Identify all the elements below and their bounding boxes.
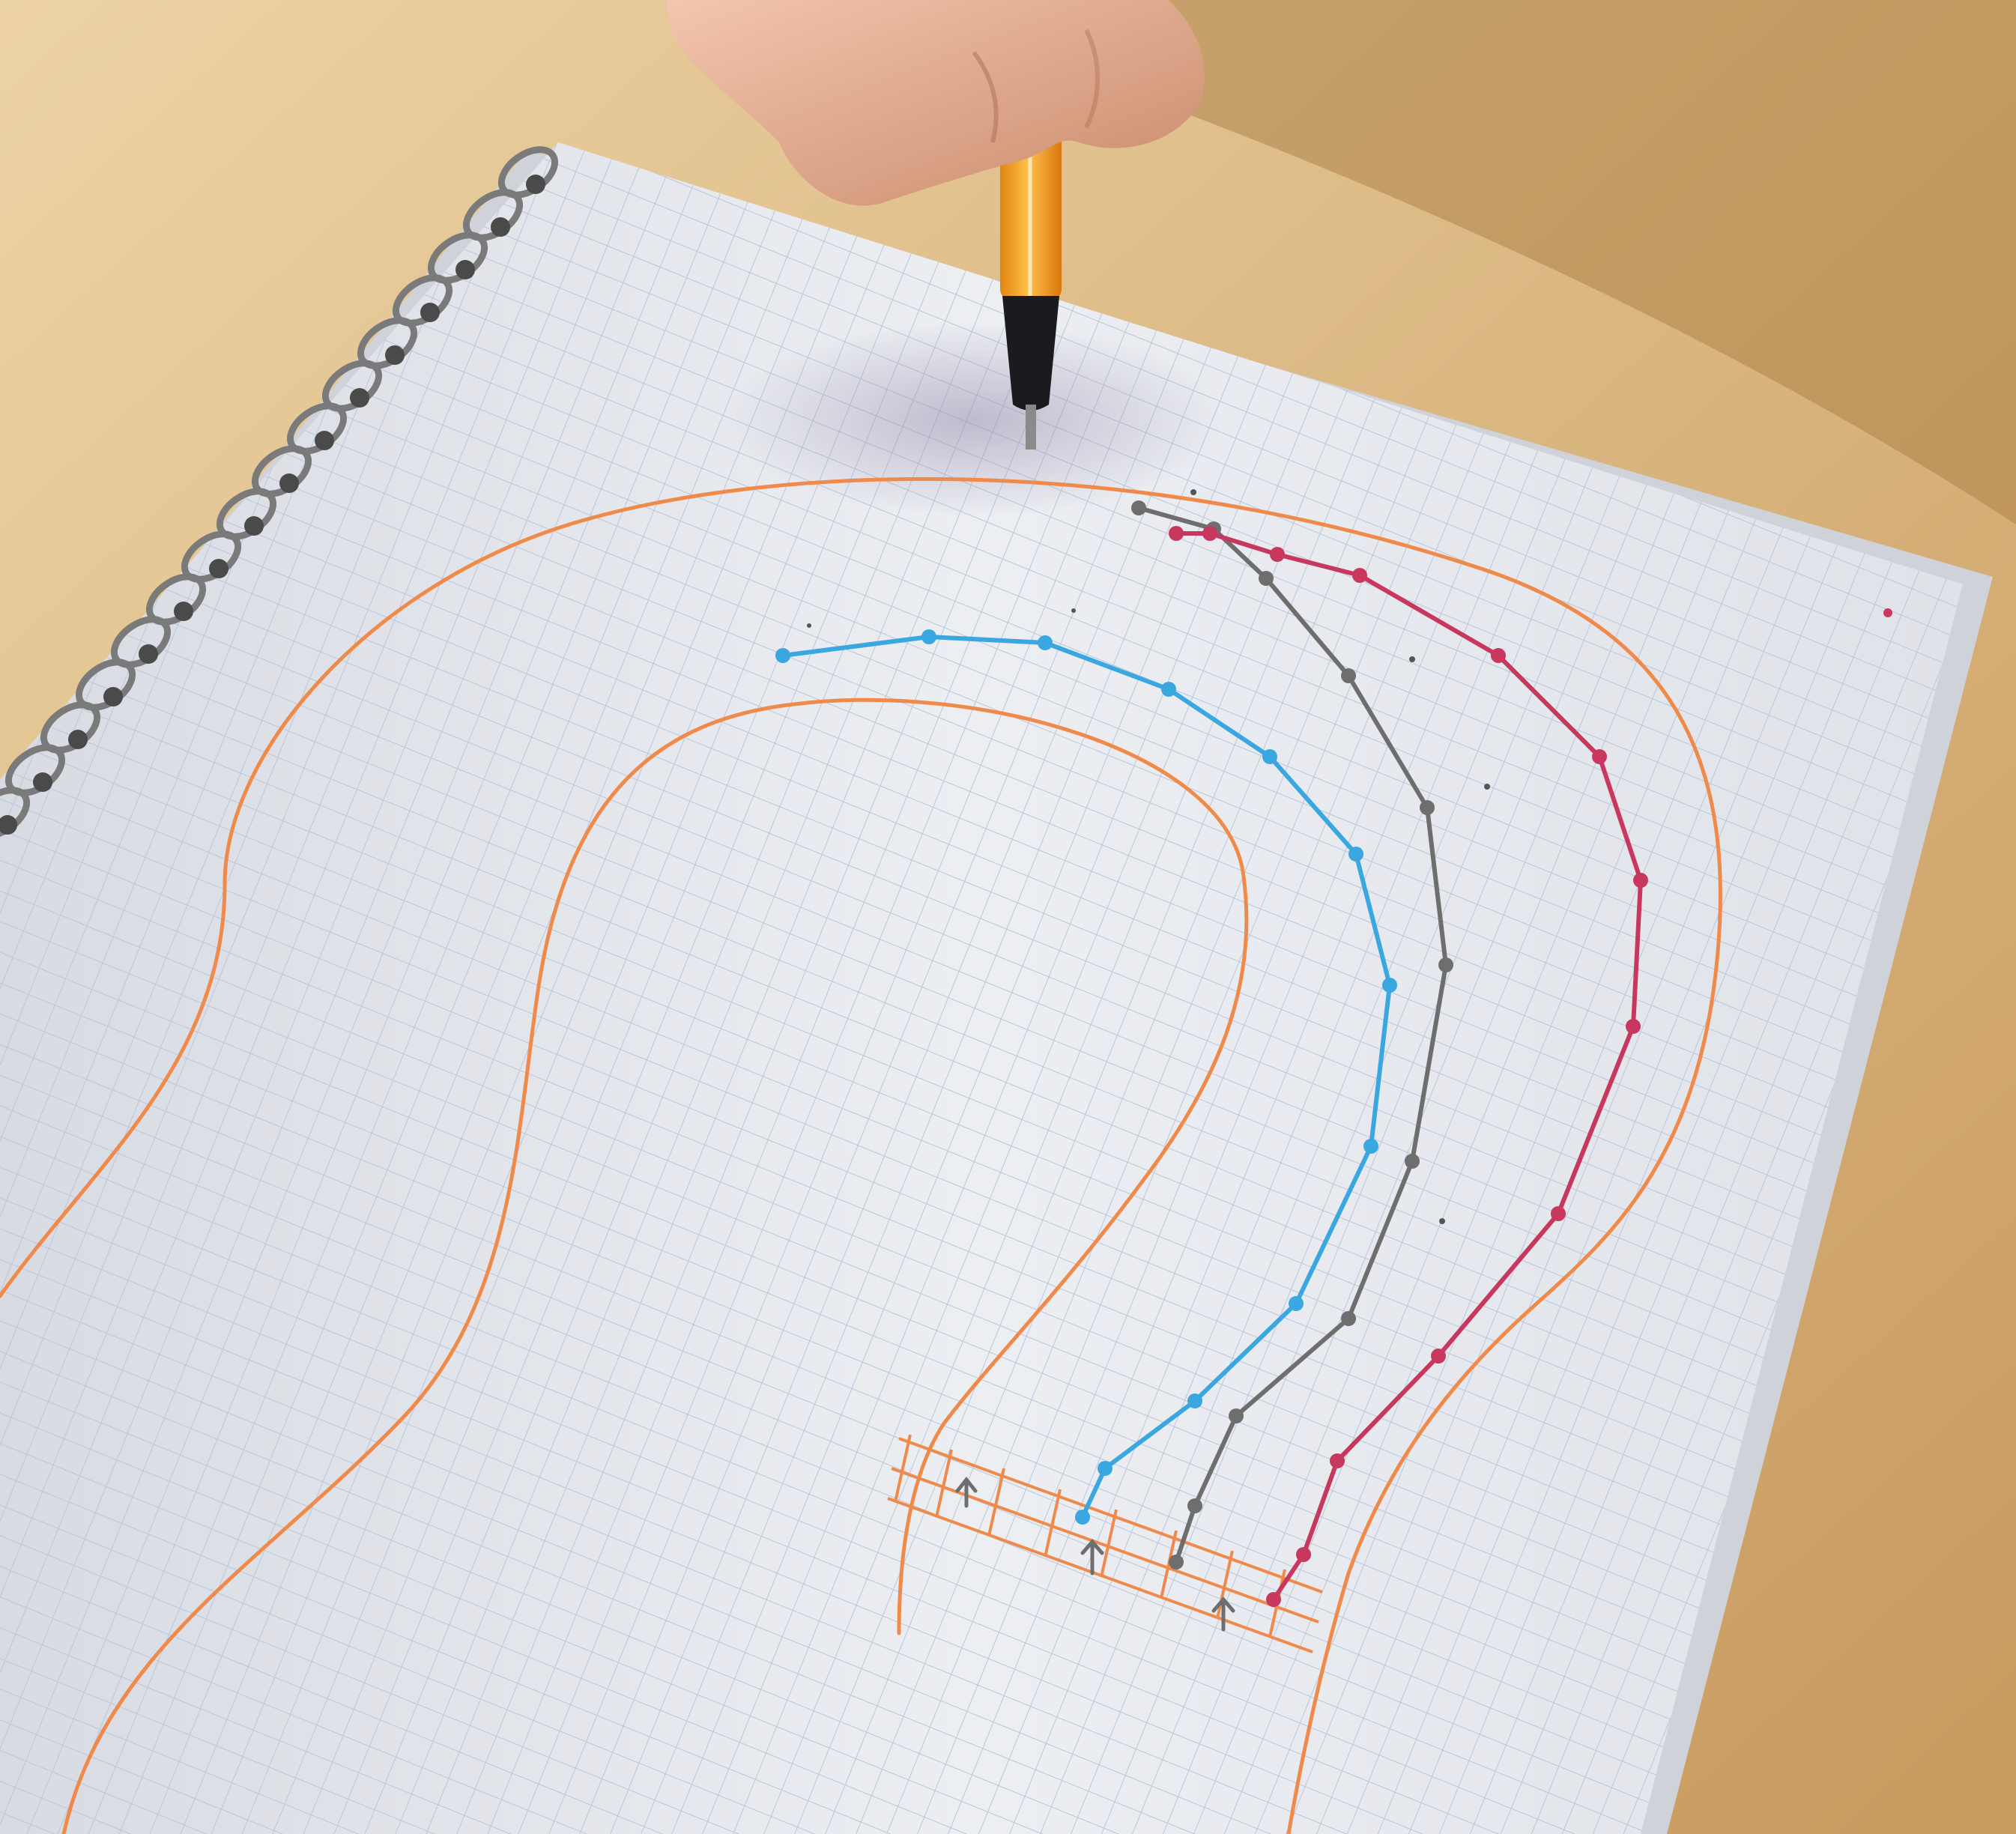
start-arrow-icon [955, 1476, 978, 1508]
path-point-pink [1169, 526, 1184, 541]
path-point-pink [1592, 749, 1607, 764]
spiral-binding [0, 146, 559, 839]
path-point-pink [1266, 1592, 1281, 1607]
path-point-blue [1098, 1461, 1113, 1476]
path-point-gray [1259, 571, 1274, 586]
desk-shadow [1124, 0, 2016, 524]
path-blue [775, 629, 1397, 1525]
start-arrows [955, 1476, 1235, 1632]
player-paths [775, 500, 1648, 1607]
path-point-gray [1341, 668, 1356, 683]
spiral-coil [0, 787, 31, 839]
path-point-gray [1438, 957, 1453, 972]
track-outer-edge [0, 476, 1722, 1834]
path-point-pink [1551, 1206, 1566, 1221]
path-point-blue [1382, 978, 1397, 993]
path-point-pink [1431, 1349, 1446, 1364]
track-inner-edge [61, 697, 1249, 1834]
path-line-blue [782, 635, 1392, 1519]
hand-fingers [666, 0, 1205, 206]
path-point-gray [1405, 1154, 1420, 1169]
path-point-gray [1187, 1498, 1202, 1513]
path-pink [1169, 526, 1648, 1607]
path-point-gray [1229, 1408, 1244, 1423]
path-point-blue [1187, 1393, 1202, 1408]
path-point-blue [1161, 682, 1176, 697]
path-point-pink [1330, 1453, 1345, 1468]
path-point-blue [1363, 1139, 1378, 1154]
pen-nib [1026, 405, 1036, 450]
track-outline [0, 476, 1722, 1834]
path-point-pink [1633, 873, 1648, 888]
path-point-pink [1296, 1547, 1311, 1562]
start-arrow-icon [1211, 1597, 1235, 1632]
path-point-pink [1270, 547, 1285, 562]
stray-marks [807, 489, 1892, 1224]
path-point-pink [1202, 526, 1217, 541]
path-point-gray [1341, 1311, 1356, 1326]
path-point-blue [775, 648, 790, 663]
start-line-ladder [887, 1434, 1323, 1653]
path-point-gray [1420, 800, 1435, 815]
path-point-blue [1262, 749, 1277, 764]
hand [666, 0, 1205, 206]
pen-tip-cone [1002, 296, 1059, 411]
path-point-blue [921, 629, 936, 644]
path-point-pink [1491, 648, 1506, 663]
path-point-gray [1169, 1555, 1184, 1570]
path-point-pink [1352, 568, 1367, 583]
path-point-blue [1038, 635, 1053, 650]
start-arrow-icon [1080, 1539, 1104, 1576]
path-point-blue [1075, 1510, 1090, 1525]
path-point-gray [1131, 500, 1146, 515]
path-point-blue [1348, 847, 1363, 862]
path-point-pink [1626, 1019, 1641, 1034]
path-point-blue [1289, 1296, 1304, 1311]
